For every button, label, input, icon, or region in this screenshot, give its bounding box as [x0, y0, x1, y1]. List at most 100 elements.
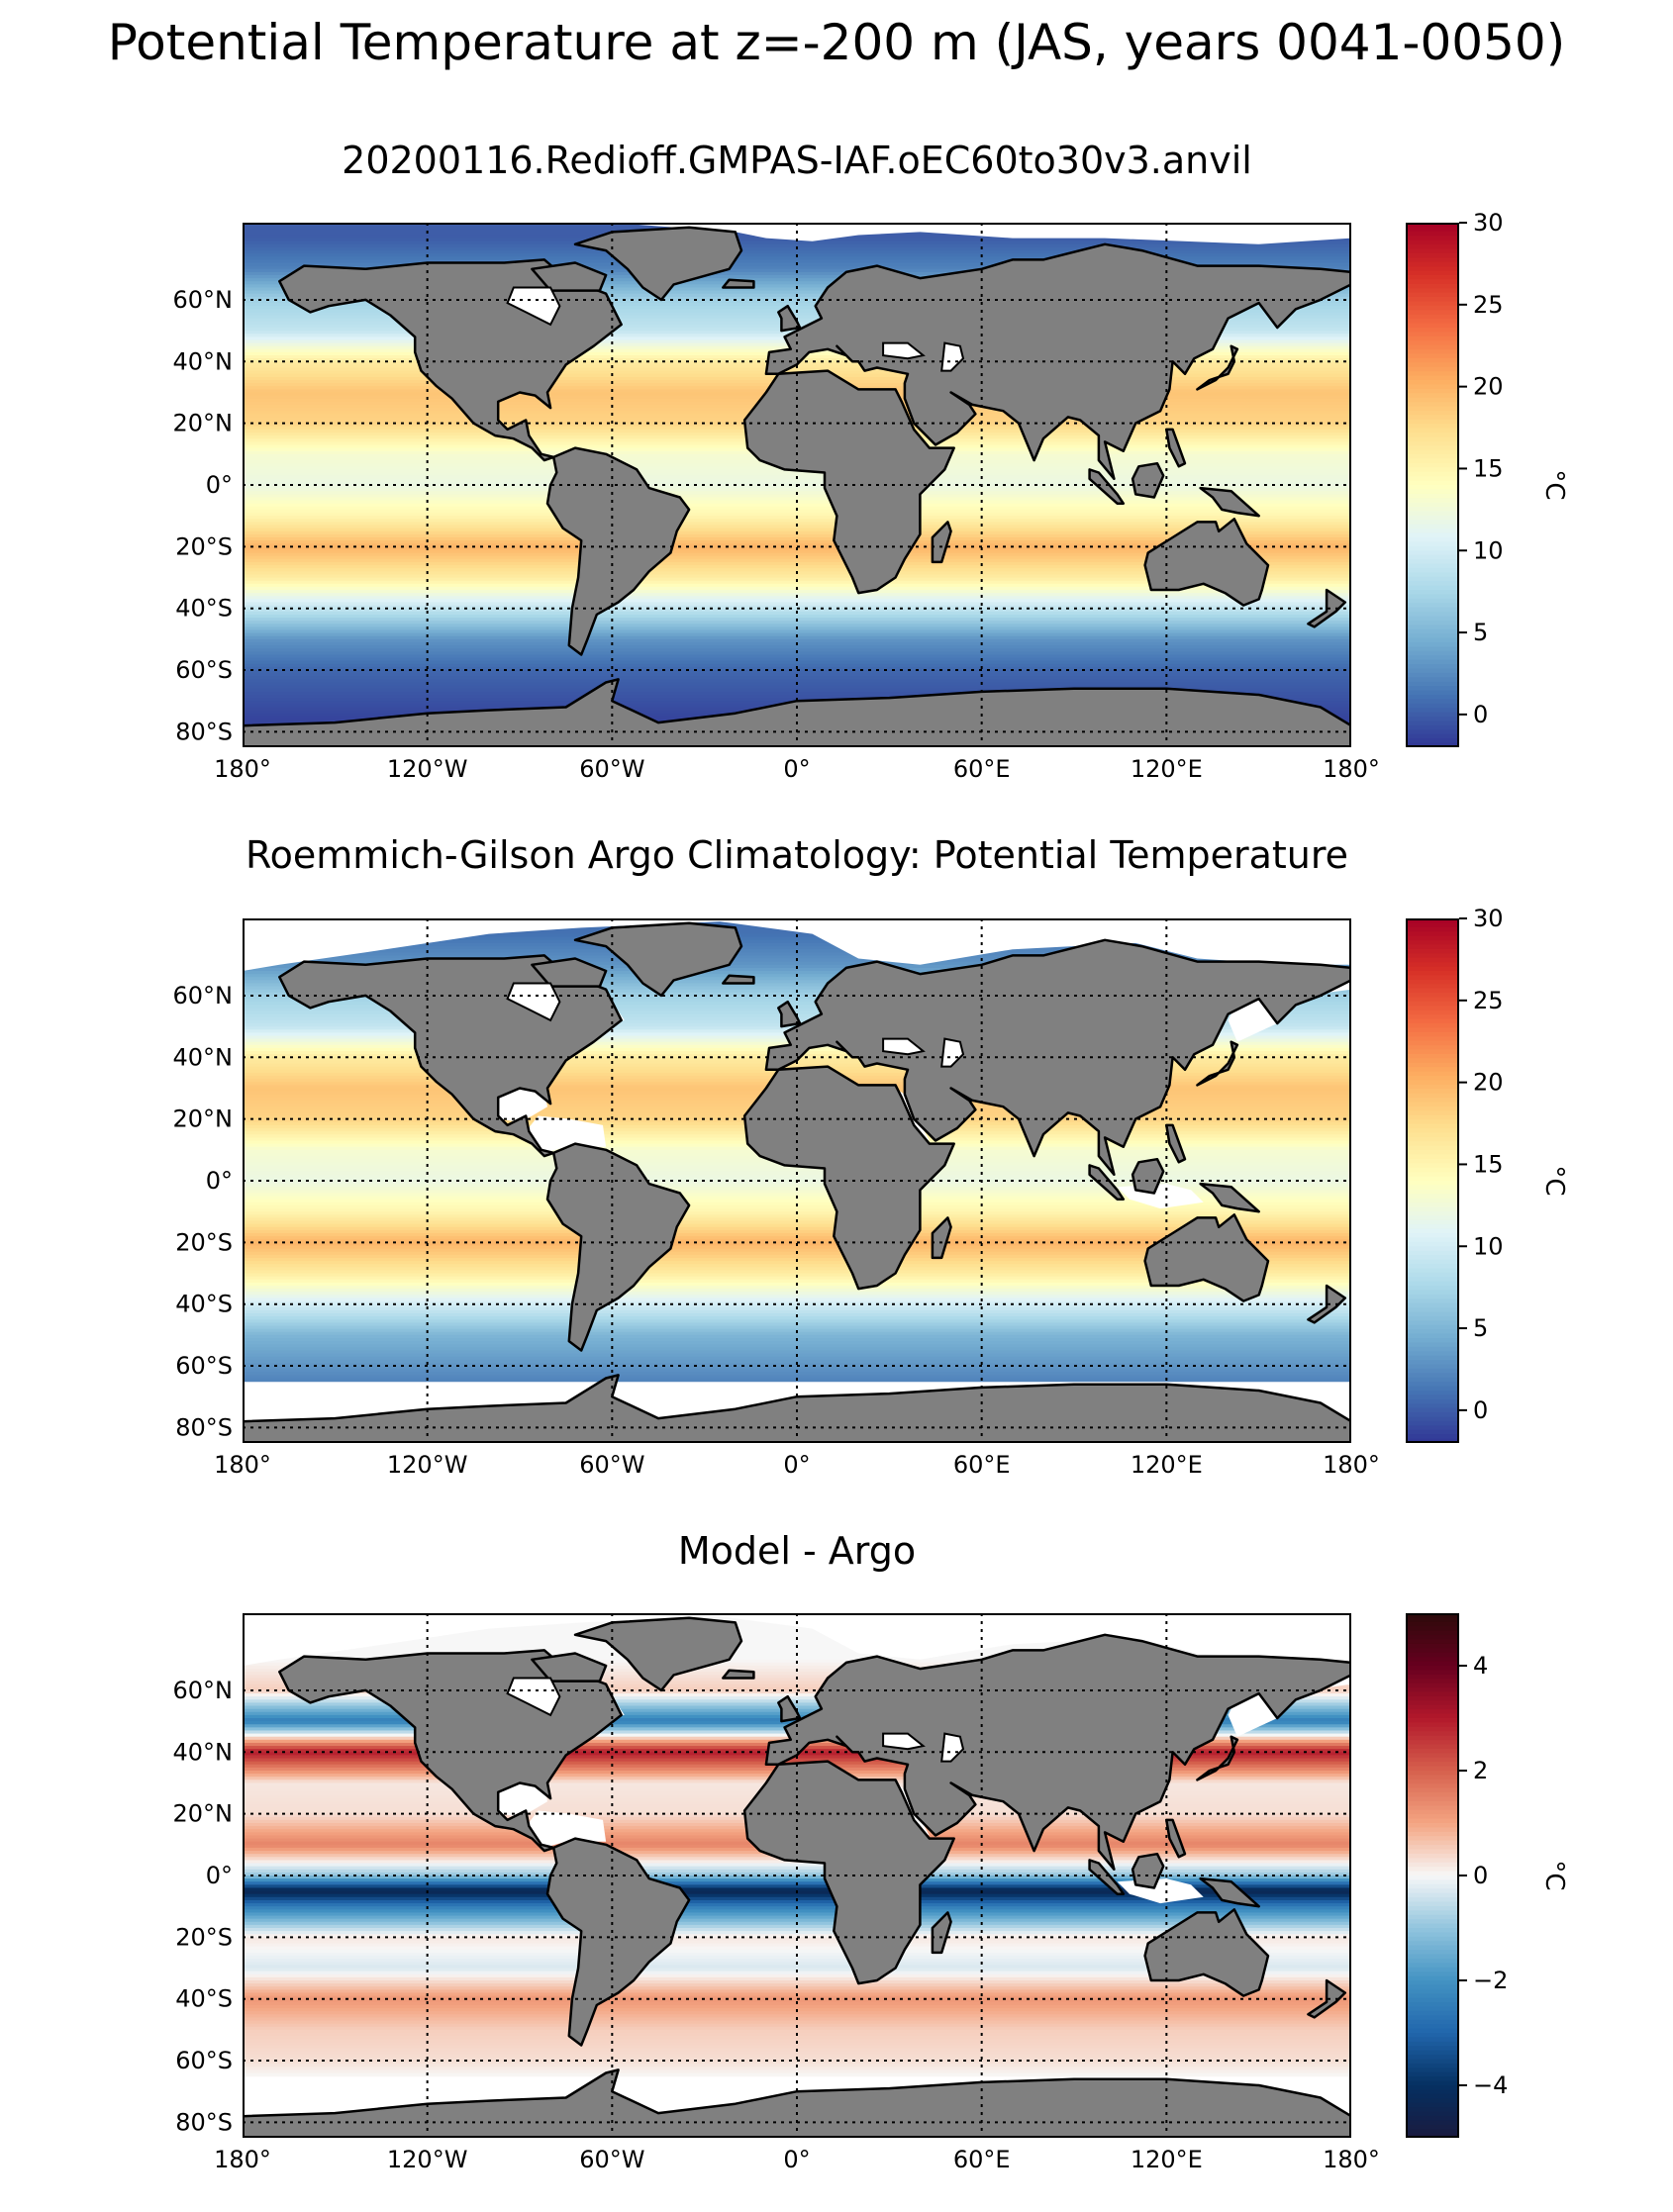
colorbar-step — [1406, 1858, 1459, 1864]
colorbar-step — [1406, 419, 1459, 425]
colorbar-step — [1406, 603, 1459, 609]
colorbar-step — [1406, 567, 1459, 573]
colorbar-step — [1406, 699, 1459, 705]
colorbar-step — [1406, 612, 1459, 618]
y-tick-label: 20°N — [173, 1106, 234, 1133]
colorbar-step — [1406, 231, 1459, 237]
colorbar-step — [1406, 607, 1459, 613]
colorbar-step — [1406, 1215, 1459, 1221]
ocean-band — [243, 1909, 1351, 1914]
colorbar-step — [1406, 310, 1459, 316]
colorbar-step — [1406, 1910, 1459, 1916]
colorbar-step — [1406, 1114, 1459, 1120]
ocean-band — [243, 481, 1351, 486]
y-tick-label: 40°S — [175, 1291, 233, 1318]
colorbar-step — [1406, 708, 1459, 714]
y-tick-label: 60°S — [175, 2047, 233, 2074]
colorbar-step — [1406, 2085, 1459, 2091]
black-sea — [882, 1732, 926, 1751]
colorbar-tick-label: 25 — [1473, 987, 1504, 1014]
land-africa — [742, 1760, 955, 1985]
colorbar-step — [1406, 993, 1459, 999]
colorbar-step — [1406, 1757, 1459, 1763]
colorbar-step — [1406, 966, 1459, 972]
colorbar-step — [1406, 948, 1459, 954]
colorbar-step — [1406, 440, 1459, 446]
colorbar-step — [1406, 2019, 1459, 2025]
colorbar-step — [1406, 1836, 1459, 1842]
colorbar-step — [1406, 625, 1459, 630]
colorbar-step — [1406, 397, 1459, 403]
colorbar-step — [1406, 988, 1459, 994]
colorbar-tick-label: 20 — [1473, 1069, 1504, 1097]
colorbar-step — [1406, 1110, 1459, 1116]
colorbar-step — [1406, 628, 1459, 634]
colorbar-step — [1406, 1360, 1459, 1366]
ocean-band — [243, 1689, 1351, 1694]
ocean-band — [243, 638, 1351, 643]
colorbar-step — [1406, 971, 1459, 977]
ocean-band — [243, 1303, 1351, 1308]
ocean-band — [243, 1331, 1351, 1336]
colorbar-step — [1406, 1228, 1459, 1234]
land-iceland — [722, 974, 755, 985]
ocean-band — [243, 946, 1351, 950]
colorbar-step — [1406, 668, 1459, 674]
ocean-band — [243, 1647, 1351, 1652]
colorbar-step — [1406, 1980, 1459, 1986]
colorbar-step — [1406, 323, 1459, 329]
black-sea — [882, 1037, 926, 1056]
colorbar-step — [1406, 1997, 1459, 2003]
caspian-sea — [940, 1732, 965, 1763]
ocean-band — [243, 1229, 1351, 1234]
y-tick-label: 60°S — [175, 1352, 233, 1380]
colorbar-step — [1406, 1984, 1459, 1990]
colorbar-step — [1406, 1845, 1459, 1851]
ocean-band — [243, 1008, 1351, 1012]
ocean-band — [243, 1666, 1351, 1670]
colorbar-step — [1406, 1373, 1459, 1379]
ocean-band — [243, 1995, 1351, 2000]
colorbar-step — [1406, 554, 1459, 560]
colorbar-step — [1406, 1045, 1459, 1051]
colorbar-step — [1406, 1936, 1459, 1942]
colorbar-step — [1406, 227, 1459, 233]
ocean-band — [243, 1347, 1351, 1352]
ocean-band — [243, 1634, 1351, 1639]
colorbar-step — [1406, 918, 1459, 924]
panel-2-title: Roemmich-Gilson Argo Climatology: Potent… — [245, 833, 1349, 877]
y-tick-label: 20°S — [175, 532, 233, 560]
y-tick-label: 0° — [206, 471, 233, 499]
ocean-band — [243, 654, 1351, 659]
colorbar-step — [1406, 305, 1459, 311]
colorbar-step — [1406, 1831, 1459, 1837]
ocean-band — [243, 1899, 1351, 1904]
colorbar-step — [1406, 507, 1459, 513]
colorbar-step — [1406, 1250, 1459, 1256]
ocean-band — [243, 1319, 1351, 1324]
colorbar-step — [1406, 541, 1459, 547]
ocean-band — [243, 590, 1351, 594]
colorbar-step — [1406, 275, 1459, 281]
ocean-band — [243, 1261, 1351, 1265]
colorbar-step — [1406, 2037, 1459, 2043]
colorbar-step — [1406, 1709, 1459, 1715]
land-japan — [1196, 1735, 1239, 1781]
colorbar-step — [1406, 462, 1459, 468]
colorbar-step — [1406, 1883, 1459, 1889]
y-tick-label: 80°S — [175, 718, 233, 745]
colorbar-step — [1406, 1176, 1459, 1182]
colorbar-step — [1406, 2124, 1459, 2130]
arctic-no-data — [243, 1613, 1351, 1666]
colorbar-step — [1406, 2028, 1459, 2034]
ocean-band — [243, 513, 1351, 517]
colorbar-step — [1406, 2080, 1459, 2086]
black-sea — [882, 341, 926, 360]
colorbar-step — [1406, 1036, 1459, 1042]
colorbar-step — [1406, 590, 1459, 596]
colorbar-step — [1406, 1740, 1459, 1746]
colorbar-step — [1406, 2024, 1459, 2030]
colorbar-step — [1406, 288, 1459, 294]
land-madagascar — [931, 1911, 952, 1955]
land-greenland — [573, 1616, 743, 1692]
